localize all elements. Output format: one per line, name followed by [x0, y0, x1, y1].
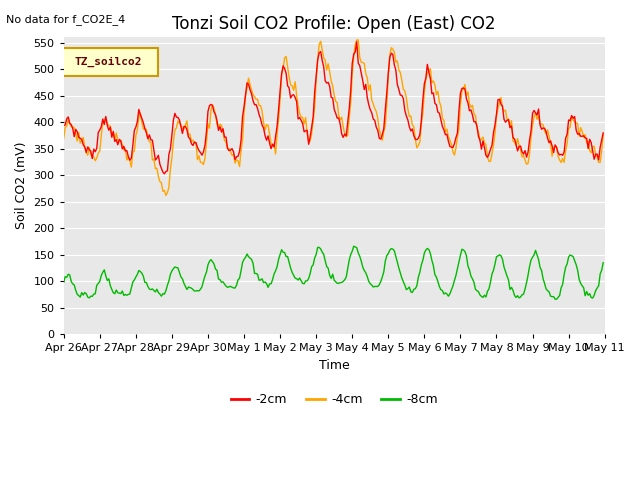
X-axis label: Time: Time [319, 359, 349, 372]
FancyBboxPatch shape [61, 48, 158, 76]
Title: Tonzi Soil CO2 Profile: Open (East) CO2: Tonzi Soil CO2 Profile: Open (East) CO2 [172, 15, 496, 33]
Y-axis label: Soil CO2 (mV): Soil CO2 (mV) [15, 142, 28, 229]
Text: TZ_soilco2: TZ_soilco2 [75, 57, 142, 67]
Legend: -2cm, -4cm, -8cm: -2cm, -4cm, -8cm [226, 388, 443, 411]
Text: No data for f_CO2E_4: No data for f_CO2E_4 [6, 14, 125, 25]
